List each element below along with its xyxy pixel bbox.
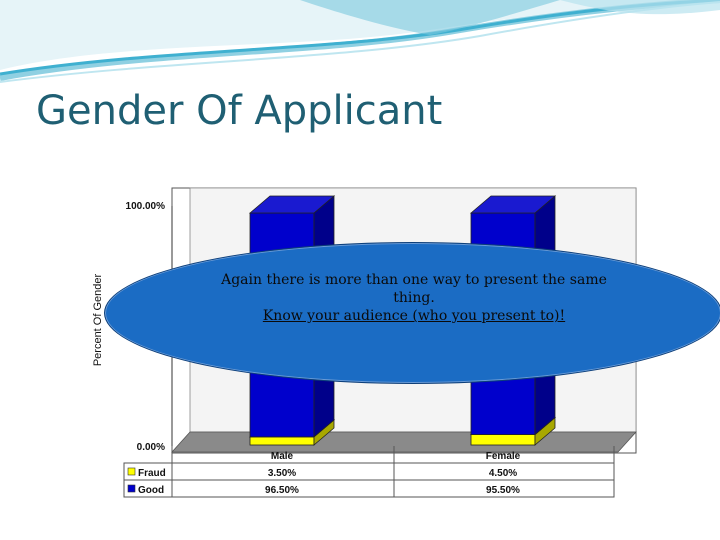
category-label-female: Female: [486, 451, 521, 462]
legend-swatch-fraud: [127, 467, 136, 476]
bar-top-good-male: [248, 195, 336, 214]
data-label-good-female: 95.50%: [486, 485, 520, 496]
callout-line-1: Again there is more than one way to pres…: [221, 272, 607, 306]
y-axis-label: Percent Of Gender: [92, 274, 104, 367]
bar-fraud-female: [470, 434, 536, 446]
data-label-fraud-female: 4.50%: [489, 468, 517, 479]
legend-swatch-good: [127, 484, 136, 493]
callout-text: Again there is more than one way to pres…: [205, 271, 623, 325]
callout-line-2: Know your audience (who you present to)!: [262, 308, 566, 324]
data-label-fraud-male: 3.50%: [268, 468, 296, 479]
slide-title: Gender Of Applicant: [36, 88, 443, 134]
category-label-male: Male: [271, 451, 294, 462]
y-tick-label-top: 100.00%: [126, 201, 166, 212]
bar-fraud-male: [249, 436, 315, 446]
legend-label-good: Good: [138, 485, 164, 496]
header-wave-decoration: [0, 0, 720, 83]
chart-floor: [171, 431, 637, 453]
bar-top-good-female: [469, 195, 557, 214]
callout-ellipse: [104, 242, 720, 384]
y-tick-label-bottom: 0.00%: [137, 442, 165, 453]
legend-label-fraud: Fraud: [138, 468, 166, 479]
data-label-good-male: 96.50%: [265, 485, 299, 496]
